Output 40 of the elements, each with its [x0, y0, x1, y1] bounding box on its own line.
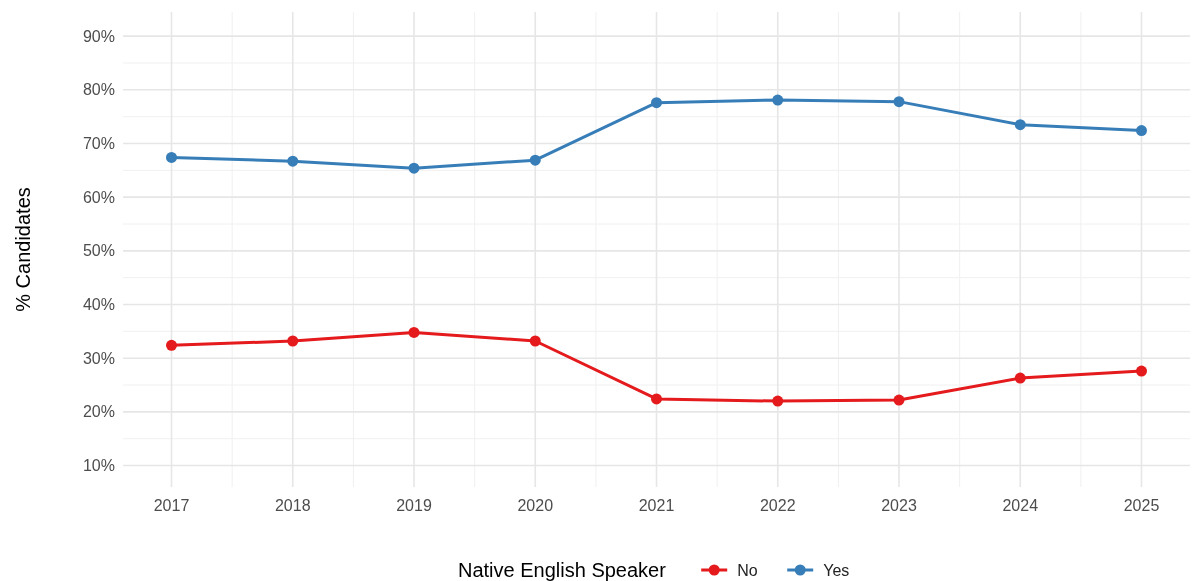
y-tick-label: 70%	[82, 135, 115, 153]
y-axis-title: % Candidates	[12, 187, 34, 312]
point	[529, 154, 541, 166]
point	[408, 162, 420, 174]
x-tick-label: 2019	[396, 497, 432, 514]
legend-label: Yes	[823, 562, 850, 579]
point	[772, 395, 784, 407]
point	[651, 97, 662, 109]
y-tick-label: 10%	[82, 457, 115, 475]
y-tick-label: 80%	[82, 81, 115, 99]
x-tick-label: 2020	[517, 497, 554, 514]
y-tick-label: 40%	[82, 296, 115, 314]
x-tick-label: 2022	[759, 497, 796, 514]
y-tick-label: 50%	[82, 242, 115, 260]
point	[651, 393, 662, 405]
point	[287, 155, 299, 167]
point	[287, 335, 299, 347]
point	[893, 96, 905, 108]
y-tick-label: 90%	[82, 27, 115, 45]
point	[1014, 119, 1026, 131]
point	[166, 151, 177, 163]
point	[1136, 125, 1147, 137]
point	[408, 326, 420, 338]
y-tick-label: 60%	[82, 188, 115, 206]
legend-title: Native English Speaker	[458, 559, 667, 581]
x-tick-label: 2025	[1123, 497, 1160, 514]
point	[1014, 372, 1026, 384]
x-tick-label: 2021	[638, 497, 675, 514]
x-tick-label: 2018	[274, 497, 311, 514]
point	[772, 94, 784, 106]
point	[529, 335, 541, 347]
point	[1136, 365, 1147, 377]
point	[166, 339, 177, 351]
y-tick-label: 30%	[82, 349, 115, 367]
x-tick-label: 2017	[153, 497, 190, 514]
x-tick-label: 2024	[1002, 497, 1039, 514]
x-tick-label: 2023	[881, 497, 917, 514]
point	[893, 394, 905, 406]
y-tick-label: 20%	[82, 403, 115, 421]
legend-label: No	[737, 562, 758, 579]
